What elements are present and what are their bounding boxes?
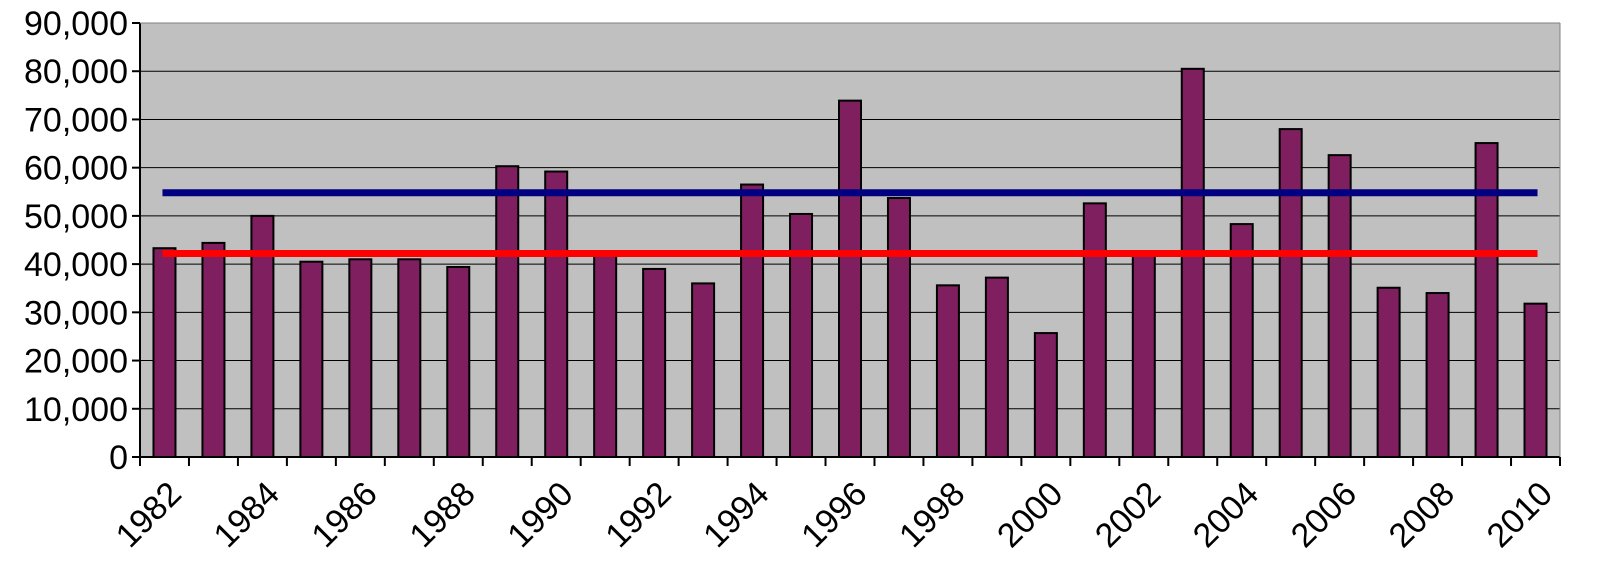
bar — [544, 170, 569, 458]
bar — [1131, 251, 1156, 458]
bar — [642, 267, 667, 458]
x-tick-label: 2000 — [990, 475, 1070, 555]
x-tick-label: 1986 — [304, 475, 384, 555]
bar — [740, 183, 765, 459]
x-tick-label: 1988 — [402, 475, 482, 555]
bar — [1425, 292, 1450, 458]
y-tick-label: 70,000 — [24, 101, 128, 139]
y-tick-label: 10,000 — [24, 391, 128, 429]
x-tick-label: 1998 — [892, 475, 972, 555]
x-tick-label: 1992 — [598, 475, 678, 555]
x-tick-label: 2002 — [1088, 475, 1168, 555]
x-tick-label: 1982 — [109, 475, 189, 555]
bar — [348, 258, 373, 458]
bar — [299, 260, 324, 459]
y-tick-label: 30,000 — [24, 294, 128, 332]
y-tick-label: 50,000 — [24, 198, 128, 236]
bar — [152, 247, 177, 458]
reference-lines — [162, 189, 1538, 258]
bar — [1327, 154, 1352, 459]
bar — [1376, 286, 1401, 458]
y-tick-label: 60,000 — [24, 150, 128, 188]
bar — [935, 284, 960, 458]
y-tick-label: 0 — [109, 439, 128, 477]
x-tick-label: 2008 — [1382, 475, 1462, 555]
bar — [691, 282, 716, 458]
x-tick-label: 1994 — [696, 475, 776, 555]
bar — [1523, 302, 1548, 458]
y-tick-label: 20,000 — [24, 343, 128, 381]
y-tick-labels: 0 10,000 20,000 30,000 40,000 50,000 60,000 70,… — [24, 5, 128, 477]
x-tick-labels: 1982 1984 1986 1988 1990 1992 1994 1996 1998 2000… — [109, 475, 1560, 555]
x-tick-label: 2006 — [1284, 475, 1364, 555]
y-tick-label: 90,000 — [24, 5, 128, 43]
x-tick-label: 1990 — [500, 475, 580, 555]
bar — [1229, 223, 1254, 458]
axes — [132, 22, 1561, 466]
y-tick-label: 40,000 — [24, 246, 128, 284]
x-tick-label: 2010 — [1480, 475, 1560, 555]
bar — [397, 258, 422, 458]
bar — [838, 99, 862, 458]
bar — [886, 197, 911, 458]
x-tick-label: 1984 — [207, 475, 287, 555]
bar — [1082, 202, 1107, 458]
bar — [495, 165, 520, 458]
x-tick-label: 2004 — [1186, 475, 1266, 555]
bar — [1180, 67, 1205, 459]
bar — [201, 241, 226, 458]
bar — [593, 250, 618, 458]
x-tick-label: 1996 — [794, 475, 874, 555]
y-tick-label: 80,000 — [24, 53, 128, 91]
bar — [1033, 332, 1058, 458]
bar — [984, 276, 1009, 459]
bar — [1278, 128, 1303, 458]
bar — [446, 266, 471, 459]
